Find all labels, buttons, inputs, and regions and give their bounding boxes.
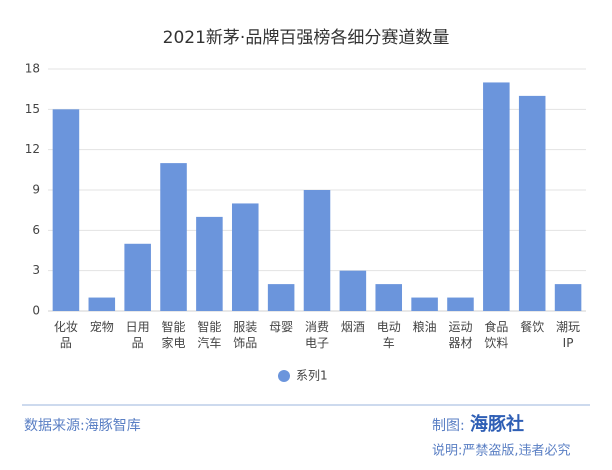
- bar: [88, 297, 116, 311]
- chart-title: 2021新茅·品牌百强榜各细分赛道数量: [163, 27, 450, 48]
- y-tick-label: 18: [25, 62, 40, 76]
- bar: [303, 190, 331, 311]
- x-tick-label: 粮油: [413, 319, 437, 334]
- footer-made-by: 制图:: [432, 418, 465, 434]
- y-tick-label: 15: [25, 102, 40, 116]
- x-tick-label: 智能汽车: [197, 319, 221, 350]
- bar: [411, 297, 438, 311]
- footer-note: 说明:严禁盗版,违者必究: [432, 443, 571, 459]
- y-tick-label: 12: [25, 142, 40, 156]
- x-tick-label: 潮玩 IP: [556, 319, 580, 350]
- x-tick-label: 烟酒: [341, 320, 365, 334]
- y-tick-label: 0: [32, 304, 40, 318]
- bar: [231, 203, 259, 311]
- y-tick-label: 9: [32, 183, 40, 197]
- x-tick-label: 化妆品: [54, 320, 78, 350]
- legend-swatch: [278, 370, 290, 382]
- bar: [52, 109, 80, 311]
- x-tick-label: 宠物: [90, 319, 114, 334]
- x-tick-label: 日用品: [126, 320, 150, 350]
- bar: [518, 95, 546, 311]
- bar: [267, 284, 295, 311]
- x-tick-label: 智能家电: [162, 319, 186, 350]
- x-tick-label: 电动车: [377, 320, 401, 350]
- y-tick-label: 6: [32, 223, 40, 237]
- bar: [554, 284, 582, 311]
- bar: [339, 270, 367, 311]
- bar: [124, 243, 151, 311]
- x-tick-label: 消费电子: [305, 320, 329, 350]
- x-tick-label: 餐饮: [520, 319, 544, 334]
- legend-label: 系列1: [296, 369, 328, 383]
- x-tick-label: 服装饰品: [233, 320, 257, 350]
- footer-source: 数据来源:海豚智库: [24, 418, 141, 434]
- bar: [375, 284, 403, 311]
- footer-brand: 海豚社: [470, 413, 524, 435]
- x-tick-label: 运动器材: [448, 320, 472, 350]
- x-tick-label: 食品饮料: [484, 319, 508, 350]
- bar: [196, 216, 223, 311]
- bar: [160, 163, 187, 311]
- bar: [483, 82, 510, 311]
- bar: [447, 297, 474, 311]
- y-tick-label: 3: [32, 263, 40, 277]
- x-tick-label: 母婴: [269, 320, 293, 334]
